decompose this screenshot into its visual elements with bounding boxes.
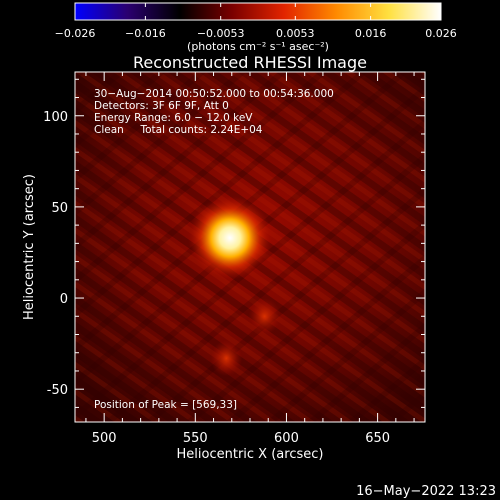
x-tick-label: 650	[365, 431, 390, 446]
x-tick-label: 500	[92, 431, 117, 446]
colorbar-ticks: −0.026 −0.016 −0.0053 0.0053 0.016 0.026	[55, 3, 457, 40]
colorbar-tick-label: −0.0053	[197, 27, 245, 40]
x-tick-label: 550	[183, 431, 208, 446]
annotation-counts: Clean Total counts: 2.24E+04	[94, 124, 263, 136]
y-tick-label: 0	[60, 292, 68, 307]
source-secondary	[248, 298, 281, 335]
y-tick-label: 50	[51, 201, 68, 216]
chart-title: Reconstructed RHESSI Image	[133, 53, 367, 72]
footer-timestamp: 16−May−2022 13:23	[356, 484, 496, 499]
colorbar-tick-label: −0.016	[125, 27, 166, 40]
y-axis-label: Heliocentric Y (arcsec)	[22, 174, 37, 320]
annotation-energy: Energy Range: 6.0 − 12.0 keV	[94, 112, 253, 124]
source-secondary	[210, 340, 243, 377]
x-tick-label: 600	[274, 431, 299, 446]
colorbar	[74, 2, 442, 21]
colorbar-tick-label: 0.026	[425, 27, 457, 40]
annotation-detectors: Detectors: 3F 6F 9F, Att 0	[94, 100, 229, 112]
annotation-time: 30−Aug−2014 00:50:52.000 to 00:54:36.000	[94, 88, 334, 100]
source-peak	[187, 195, 272, 280]
y-tick-label: -50	[47, 383, 68, 398]
colorbar-unit-label: (photons cm⁻² s⁻¹ asec⁻²)	[187, 40, 329, 53]
colorbar-tick-label: 0.016	[355, 27, 387, 40]
colorbar-tick-label: 0.0053	[276, 27, 315, 40]
axis-ticks: 500 550 600 650 -50 0 50 100	[43, 72, 425, 446]
x-axis-label: Heliocentric X (arcsec)	[177, 447, 324, 462]
peak-position-label: Position of Peak = [569,33]	[94, 399, 237, 411]
colorbar-tick-label: −0.026	[55, 27, 96, 40]
y-tick-label: 100	[43, 110, 68, 125]
heatmap-image	[75, 72, 425, 422]
